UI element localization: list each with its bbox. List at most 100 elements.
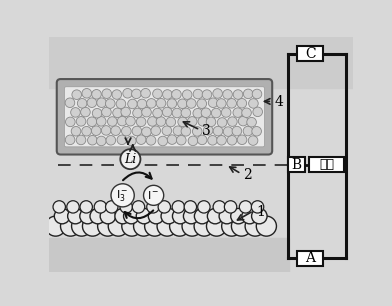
Circle shape bbox=[224, 201, 237, 213]
Circle shape bbox=[117, 116, 127, 126]
Circle shape bbox=[194, 208, 210, 224]
Circle shape bbox=[96, 117, 106, 126]
Text: $\mathregular{I_3^-}$: $\mathregular{I_3^-}$ bbox=[116, 188, 129, 203]
Circle shape bbox=[240, 201, 252, 213]
Circle shape bbox=[242, 208, 258, 224]
Circle shape bbox=[127, 136, 136, 146]
Circle shape bbox=[97, 98, 106, 107]
Circle shape bbox=[188, 136, 198, 146]
Circle shape bbox=[100, 208, 116, 224]
Text: 3: 3 bbox=[202, 125, 211, 138]
Circle shape bbox=[54, 208, 70, 224]
Circle shape bbox=[123, 88, 132, 98]
Circle shape bbox=[253, 107, 263, 117]
Circle shape bbox=[132, 201, 145, 213]
Text: A: A bbox=[305, 252, 315, 266]
Circle shape bbox=[187, 99, 196, 108]
Circle shape bbox=[148, 208, 164, 224]
Circle shape bbox=[252, 126, 261, 136]
Circle shape bbox=[172, 208, 188, 224]
Circle shape bbox=[91, 126, 101, 136]
Circle shape bbox=[223, 90, 232, 99]
Circle shape bbox=[201, 108, 211, 118]
Circle shape bbox=[227, 99, 236, 108]
Circle shape bbox=[80, 208, 95, 224]
Circle shape bbox=[252, 89, 262, 99]
Circle shape bbox=[108, 216, 129, 236]
Circle shape bbox=[90, 208, 105, 224]
Circle shape bbox=[217, 136, 226, 145]
Circle shape bbox=[94, 201, 107, 213]
Circle shape bbox=[105, 201, 118, 213]
Circle shape bbox=[137, 99, 147, 109]
Circle shape bbox=[232, 126, 242, 136]
Circle shape bbox=[219, 208, 234, 224]
Circle shape bbox=[166, 117, 176, 127]
Circle shape bbox=[228, 117, 237, 126]
Circle shape bbox=[82, 216, 103, 236]
Circle shape bbox=[197, 135, 207, 145]
Circle shape bbox=[237, 135, 247, 144]
Circle shape bbox=[156, 99, 166, 108]
Circle shape bbox=[71, 126, 81, 136]
Circle shape bbox=[134, 216, 154, 236]
Circle shape bbox=[178, 99, 187, 109]
Circle shape bbox=[112, 90, 122, 99]
Circle shape bbox=[107, 117, 117, 126]
Circle shape bbox=[122, 216, 142, 236]
Circle shape bbox=[192, 127, 202, 136]
Circle shape bbox=[136, 117, 146, 127]
Circle shape bbox=[102, 107, 111, 117]
Circle shape bbox=[121, 107, 131, 117]
Circle shape bbox=[198, 201, 210, 213]
Circle shape bbox=[77, 99, 87, 108]
Circle shape bbox=[158, 136, 167, 146]
Circle shape bbox=[76, 135, 86, 145]
Circle shape bbox=[251, 201, 264, 213]
Circle shape bbox=[122, 126, 131, 136]
Circle shape bbox=[105, 99, 115, 108]
Circle shape bbox=[133, 108, 142, 118]
Circle shape bbox=[128, 99, 137, 109]
Circle shape bbox=[256, 216, 276, 236]
Circle shape bbox=[242, 108, 251, 118]
Circle shape bbox=[147, 99, 156, 108]
Circle shape bbox=[233, 90, 243, 99]
Circle shape bbox=[156, 117, 166, 126]
Circle shape bbox=[115, 208, 131, 224]
Circle shape bbox=[117, 135, 127, 145]
Circle shape bbox=[181, 108, 191, 118]
Text: C: C bbox=[305, 47, 316, 61]
Text: 负载: 负载 bbox=[319, 158, 334, 171]
Circle shape bbox=[162, 107, 172, 117]
Circle shape bbox=[243, 89, 253, 99]
Circle shape bbox=[158, 201, 171, 213]
Circle shape bbox=[65, 117, 75, 127]
FancyBboxPatch shape bbox=[65, 87, 265, 147]
Circle shape bbox=[208, 98, 218, 107]
Circle shape bbox=[203, 125, 213, 135]
Circle shape bbox=[206, 117, 216, 127]
Circle shape bbox=[238, 116, 248, 126]
Circle shape bbox=[96, 136, 106, 146]
Circle shape bbox=[106, 136, 116, 145]
Circle shape bbox=[65, 135, 75, 145]
Circle shape bbox=[243, 126, 253, 136]
Circle shape bbox=[147, 201, 159, 213]
Circle shape bbox=[53, 201, 65, 213]
Circle shape bbox=[161, 208, 176, 224]
Circle shape bbox=[98, 216, 118, 236]
Bar bbox=[49, 238, 289, 272]
Circle shape bbox=[102, 126, 111, 135]
Circle shape bbox=[92, 108, 102, 118]
Circle shape bbox=[172, 201, 185, 213]
Circle shape bbox=[167, 135, 177, 144]
Circle shape bbox=[81, 107, 90, 117]
Circle shape bbox=[153, 108, 162, 118]
Circle shape bbox=[111, 184, 134, 207]
Circle shape bbox=[193, 108, 203, 118]
Circle shape bbox=[245, 216, 265, 236]
Circle shape bbox=[146, 136, 156, 145]
Circle shape bbox=[173, 126, 183, 136]
Circle shape bbox=[111, 126, 120, 136]
